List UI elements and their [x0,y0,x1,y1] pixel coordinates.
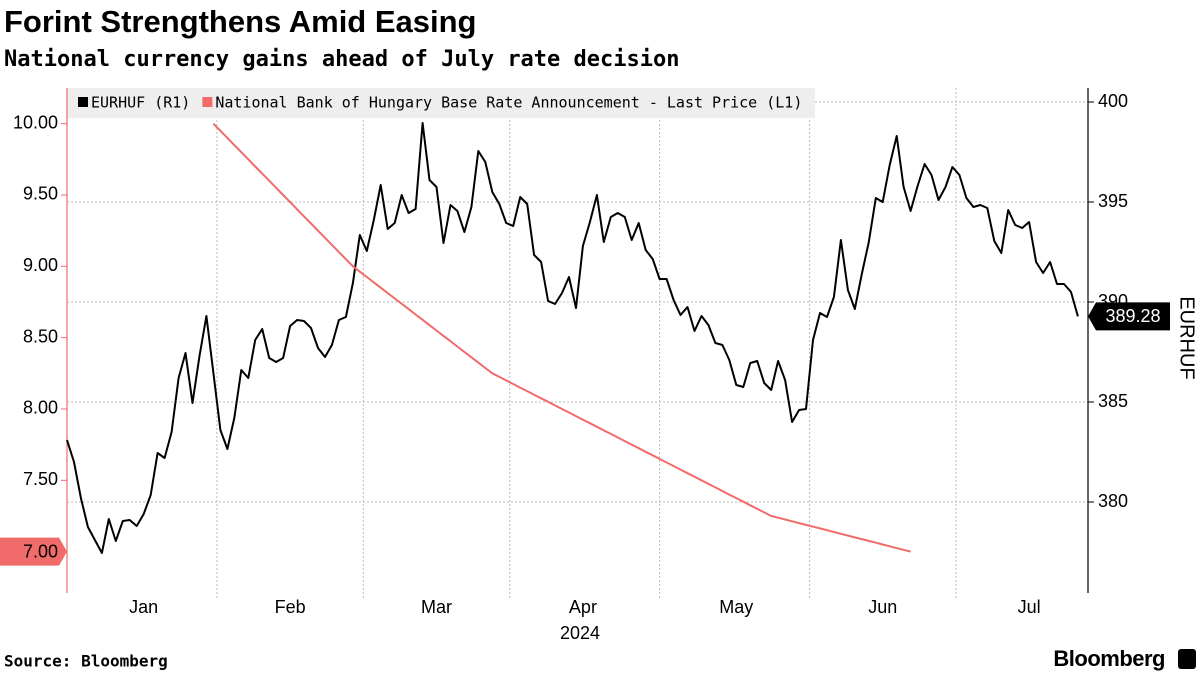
x-tick-label: Feb [275,597,306,617]
x-axis-label: 2024 [560,623,600,643]
series-line [66,122,1079,554]
y-tick-label: 10.00 [13,112,58,132]
x-tick-label: Jan [129,597,158,617]
logo-icon [1178,649,1196,669]
x-tick-label: Mar [421,597,452,617]
x-tick-label: Apr [569,597,597,617]
y2-axis-label: EURHUF [1176,296,1198,379]
legend-label: National Bank of Hungary Base Rate Annou… [215,94,802,112]
y2-tick-label: 400 [1098,91,1128,111]
logo: Bloomberg [1053,646,1165,671]
last-value-tag [0,537,67,566]
y2-tick-label: 395 [1098,191,1128,211]
chart-title: Forint Strengthens Amid Easing [4,4,477,39]
source: Source: Bloomberg [4,652,168,671]
y2-tick-label: 380 [1098,491,1128,511]
last-value-label: 389.28 [1105,306,1160,326]
y-tick-label: 9.50 [23,184,58,204]
x-tick-label: Jun [868,597,897,617]
x-tick-label: Jul [1018,597,1041,617]
legend-label: EURHUF (R1) [91,94,190,112]
x-tick-label: May [719,597,753,617]
y-tick-label: 7.50 [23,469,58,489]
last-value-label: 7.00 [23,541,58,561]
series-line [212,122,911,553]
chart-subtitle: National currency gains ahead of July ra… [4,47,680,72]
y-tick-label: 9.00 [23,255,58,275]
y-tick-label: 8.50 [23,326,58,346]
y2-tick-label: 385 [1098,391,1128,411]
last-value-tag [1088,302,1170,331]
y-tick-label: 8.00 [23,398,58,418]
legend-swatch [78,97,88,107]
legend-swatch [202,97,213,107]
legend-box [67,88,815,118]
